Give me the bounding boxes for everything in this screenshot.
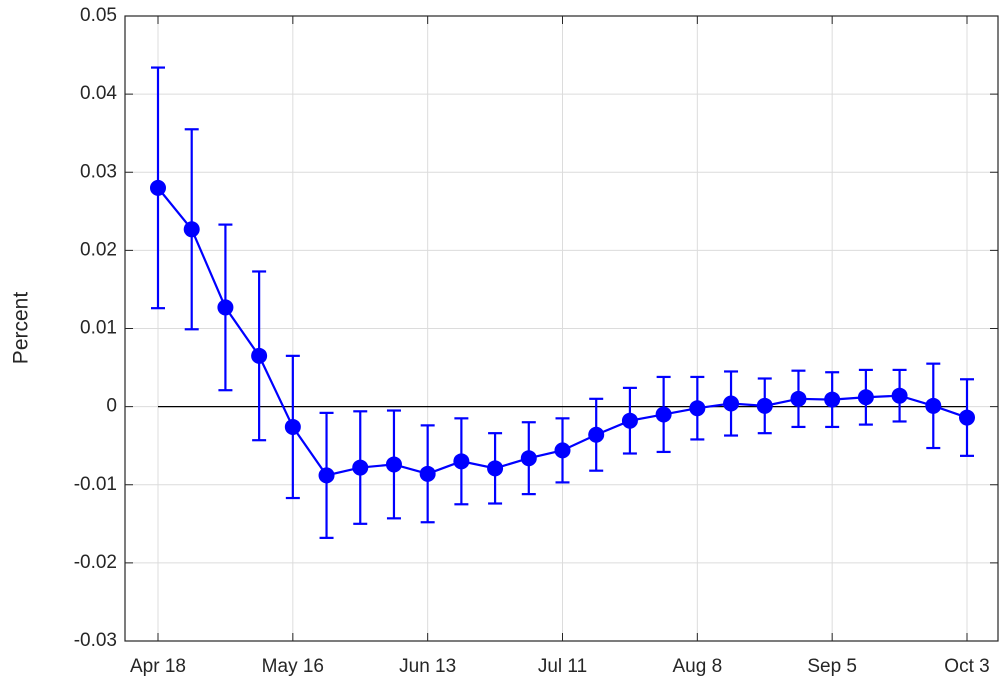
y-tick-label: 0 bbox=[106, 396, 117, 417]
marker bbox=[385, 456, 402, 473]
marker bbox=[217, 299, 234, 316]
marker bbox=[284, 418, 301, 435]
y-tick-label: 0.03 bbox=[80, 161, 117, 182]
marker bbox=[689, 400, 706, 417]
x-tick-label: Jun 13 bbox=[399, 656, 456, 677]
y-tick-label: 0.02 bbox=[80, 239, 117, 260]
marker bbox=[655, 406, 672, 423]
x-tick-label: May 16 bbox=[262, 656, 324, 677]
marker bbox=[723, 395, 740, 412]
marker bbox=[621, 412, 638, 429]
y-tick-label: -0.01 bbox=[74, 474, 117, 495]
y-tick-label: 0.05 bbox=[80, 5, 117, 26]
y-axis-label: Percent bbox=[10, 292, 33, 365]
y-tick-label: 0.01 bbox=[80, 318, 117, 339]
y-tick-label: -0.02 bbox=[74, 552, 117, 573]
marker bbox=[453, 453, 470, 470]
marker bbox=[520, 450, 537, 467]
y-tick-label: 0.04 bbox=[80, 83, 117, 104]
y-tick-label: -0.03 bbox=[74, 630, 117, 651]
marker bbox=[554, 442, 571, 459]
marker bbox=[925, 397, 942, 414]
marker bbox=[318, 467, 335, 484]
marker bbox=[150, 179, 166, 196]
x-tick-label: Jul 11 bbox=[538, 656, 587, 677]
marker bbox=[487, 460, 504, 477]
marker bbox=[790, 390, 807, 407]
x-tick-label: Aug 8 bbox=[673, 656, 723, 677]
marker bbox=[419, 465, 436, 482]
x-tick-label: Oct 3 bbox=[944, 656, 989, 677]
plot-frame bbox=[124, 15, 999, 642]
marker bbox=[959, 409, 975, 426]
marker bbox=[352, 459, 369, 476]
marker bbox=[824, 391, 841, 408]
marker bbox=[183, 221, 200, 238]
x-tick-label: Sep 5 bbox=[807, 656, 857, 677]
x-tick-label: Apr 18 bbox=[130, 656, 186, 677]
marker bbox=[251, 347, 268, 364]
marker bbox=[588, 426, 605, 443]
marker bbox=[756, 397, 773, 414]
marker bbox=[857, 389, 874, 406]
marker bbox=[891, 387, 908, 404]
